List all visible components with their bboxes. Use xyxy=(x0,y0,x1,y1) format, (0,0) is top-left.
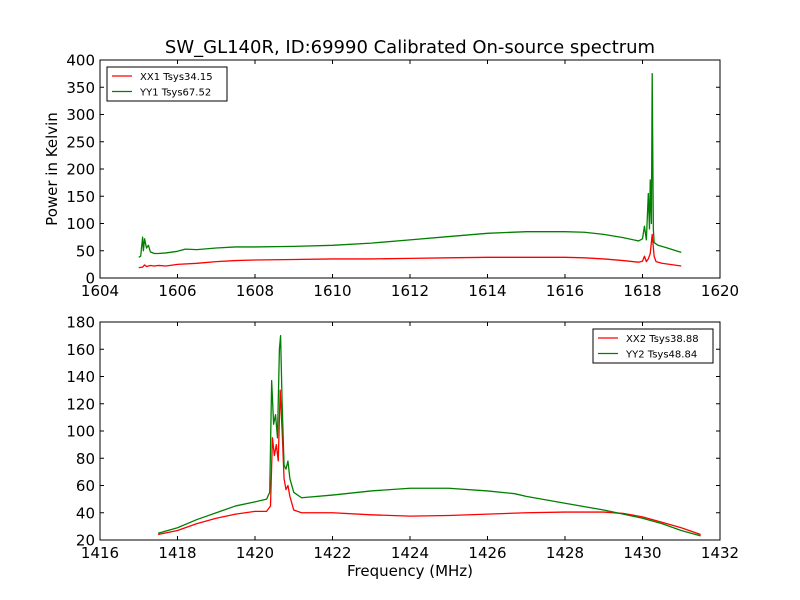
x-tick-label: 1432 xyxy=(701,544,739,562)
x-tick-label: 1618 xyxy=(623,282,661,300)
x-tick-label: 1420 xyxy=(236,544,274,562)
x-tick-label: 1606 xyxy=(158,282,196,300)
x-tick-label: 1614 xyxy=(468,282,506,300)
y-tick-label: 0 xyxy=(85,270,95,288)
x-axis-label: Frequency (MHz) xyxy=(347,562,473,580)
legend-label: YY2 Tsys48.84 xyxy=(625,350,697,361)
y-tick-label: 20 xyxy=(76,532,95,550)
x-tick-label: 1604 xyxy=(81,282,119,300)
y-tick-label: 300 xyxy=(66,106,95,124)
x-tick-label: 1426 xyxy=(468,544,506,562)
legend-box xyxy=(106,66,228,102)
x-tick-label: 1608 xyxy=(236,282,274,300)
x-tick-label: 1424 xyxy=(391,544,429,562)
y-tick-label: 80 xyxy=(76,450,95,468)
y-tick-label: 100 xyxy=(66,423,95,441)
figure-title: SW_GL140R, ID:69990 Calibrated On-source… xyxy=(165,37,655,58)
x-tick-label: 1612 xyxy=(391,282,429,300)
series-line-yy xyxy=(157,334,701,537)
x-tick-label: 1422 xyxy=(313,544,351,562)
y-tick-label: 350 xyxy=(66,79,95,97)
y-tick-label: 400 xyxy=(66,52,95,70)
legend-box xyxy=(592,328,714,364)
legend: XX2 Tsys38.88 YY2 Tsys48.84 xyxy=(592,328,714,364)
y-tick-label: 40 xyxy=(76,504,95,522)
legend: XX1 Tsys34.15 YY1 Tsys67.52 xyxy=(106,66,228,102)
y-tick-label: 180 xyxy=(66,314,95,332)
series-line-yy xyxy=(138,72,682,258)
y-tick-label: 140 xyxy=(66,368,95,386)
y-tick-label: 120 xyxy=(66,395,95,413)
legend-label: XX2 Tsys38.88 xyxy=(626,334,699,345)
x-tick-label: 1418 xyxy=(158,544,196,562)
y-tick-label: 50 xyxy=(76,242,95,260)
y-tick-label: 150 xyxy=(66,188,95,206)
x-tick-label: 1416 xyxy=(81,544,119,562)
y-tick-label: 160 xyxy=(66,341,95,359)
x-tick-label: 1620 xyxy=(701,282,739,300)
series-line-xx xyxy=(157,389,701,536)
series-line-xx xyxy=(138,233,682,269)
y-tick-label: 200 xyxy=(66,161,95,179)
x-tick-label: 1428 xyxy=(546,544,584,562)
y-tick-label: 250 xyxy=(66,133,95,151)
x-tick-label: 1430 xyxy=(623,544,661,562)
x-tick-label: 1616 xyxy=(546,282,584,300)
bottom-spectrum-axes: 1416 1418 1420 1422 1424 1426 1428 1430 1432 20 40… xyxy=(66,314,739,581)
y-tick-label: 100 xyxy=(66,215,95,233)
y-tick-label: 60 xyxy=(76,477,95,495)
y-axis-label: Power in Kelvin xyxy=(43,112,61,226)
top-spectrum-axes: 1604 1606 1608 1610 1612 1614 1616 1618 1620 0 50 1… xyxy=(43,52,739,301)
legend-label: XX1 Tsys34.15 xyxy=(140,72,213,83)
x-tick-label: 1610 xyxy=(313,282,351,300)
legend-label: YY1 Tsys67.52 xyxy=(139,88,211,99)
